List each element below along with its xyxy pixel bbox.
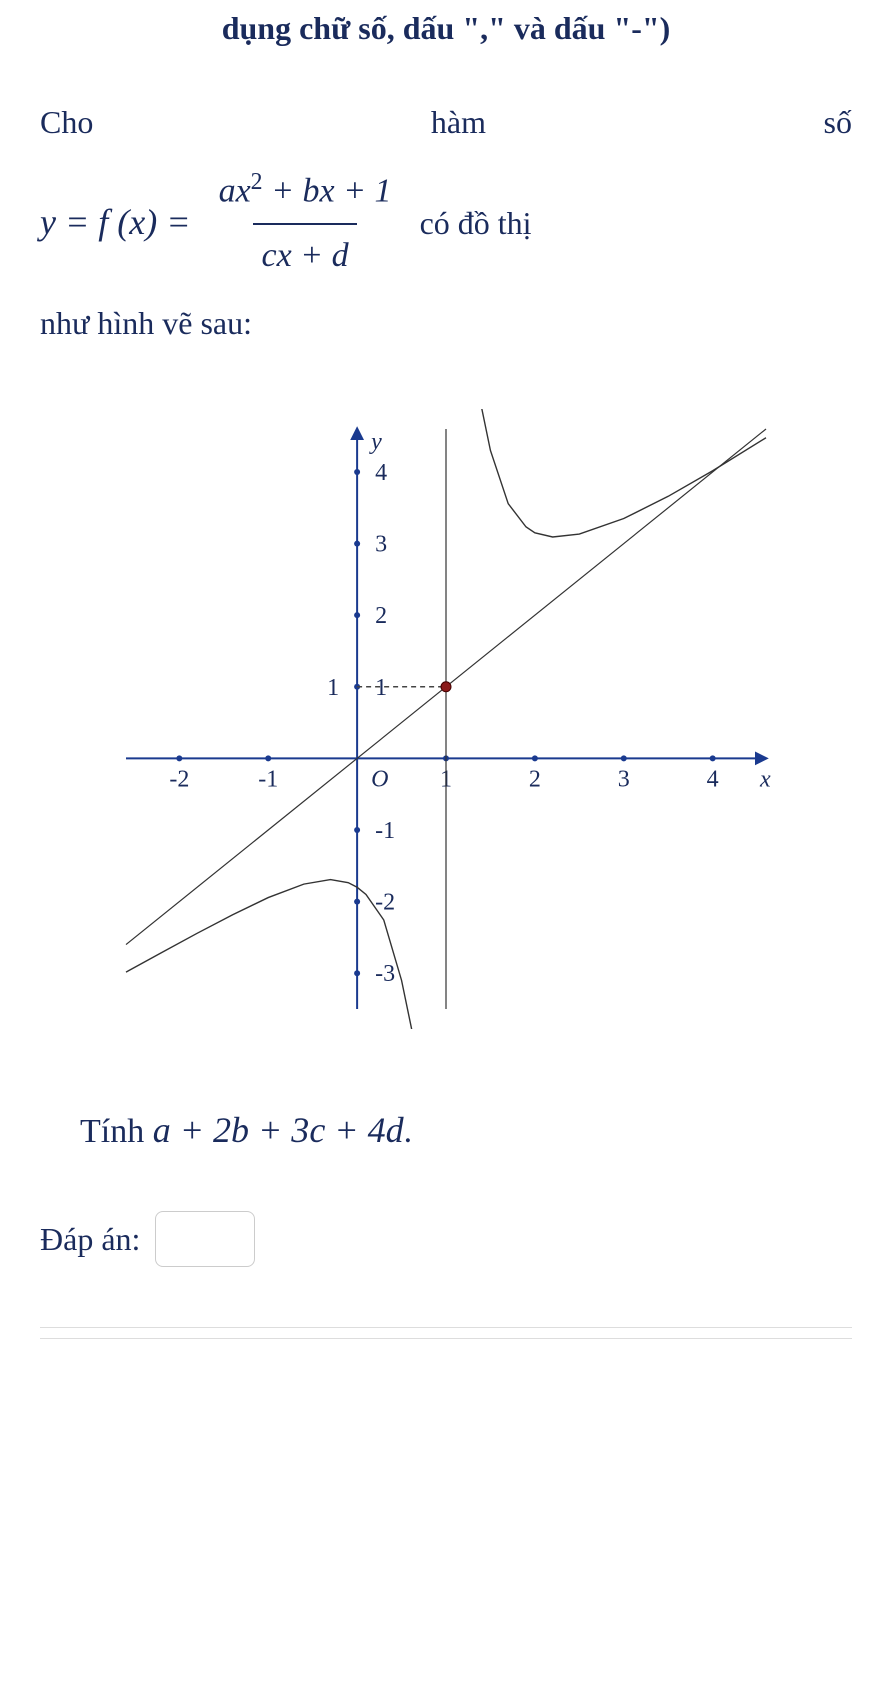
word-so: số: [824, 97, 852, 148]
svg-text:-3: -3: [375, 962, 395, 988]
question-suffix: .: [404, 1113, 413, 1150]
svg-text:2: 2: [529, 767, 541, 793]
svg-text:x: x: [759, 767, 771, 793]
answer-row: Đáp án:: [40, 1211, 852, 1267]
svg-text:3: 3: [618, 767, 630, 793]
svg-text:y: y: [369, 429, 382, 455]
formula-lhs: y = f (x) =: [40, 194, 191, 252]
instruction-header: dụng chữ số, dấu "," và dấu "-"): [40, 10, 852, 47]
function-graph: -2-11234-3-2-11234Oxy1: [96, 409, 796, 1029]
question-expression: a + 2b + 3c + 4d: [153, 1110, 404, 1150]
svg-text:1: 1: [327, 675, 339, 701]
problem-line-1: Cho hàm số: [40, 97, 852, 148]
svg-text:-1: -1: [258, 767, 278, 793]
problem-statement: Cho hàm số y = f (x) = ax2 + bx + 1 cx +…: [40, 97, 852, 349]
denominator: cx + d: [253, 223, 356, 283]
answer-input[interactable]: [155, 1211, 255, 1267]
answer-label: Đáp án:: [40, 1221, 140, 1258]
question-text: Tính a + 2b + 3c + 4d.: [40, 1109, 852, 1151]
chart-container: -2-11234-3-2-11234Oxy1: [40, 409, 852, 1029]
svg-text:-2: -2: [169, 767, 189, 793]
svg-text:4: 4: [375, 460, 387, 486]
word-ham: hàm: [431, 97, 486, 148]
divider-1: [40, 1327, 852, 1328]
svg-text:O: O: [371, 767, 388, 793]
formula-line: y = f (x) = ax2 + bx + 1 cx + d có đồ th…: [40, 163, 852, 283]
problem-line-3: như hình vẽ sau:: [40, 298, 852, 349]
word-cho: Cho: [40, 97, 93, 148]
question-prefix: Tính: [80, 1113, 153, 1150]
formula-fraction: ax2 + bx + 1 cx + d: [211, 163, 400, 283]
svg-text:2: 2: [375, 604, 387, 630]
divider-2: [40, 1338, 852, 1339]
svg-text:4: 4: [707, 767, 719, 793]
svg-text:1: 1: [375, 675, 387, 701]
svg-text:3: 3: [375, 532, 387, 558]
numerator: ax2 + bx + 1: [211, 163, 400, 223]
svg-text:-1: -1: [375, 818, 395, 844]
formula-suffix: có đồ thị: [420, 198, 532, 249]
